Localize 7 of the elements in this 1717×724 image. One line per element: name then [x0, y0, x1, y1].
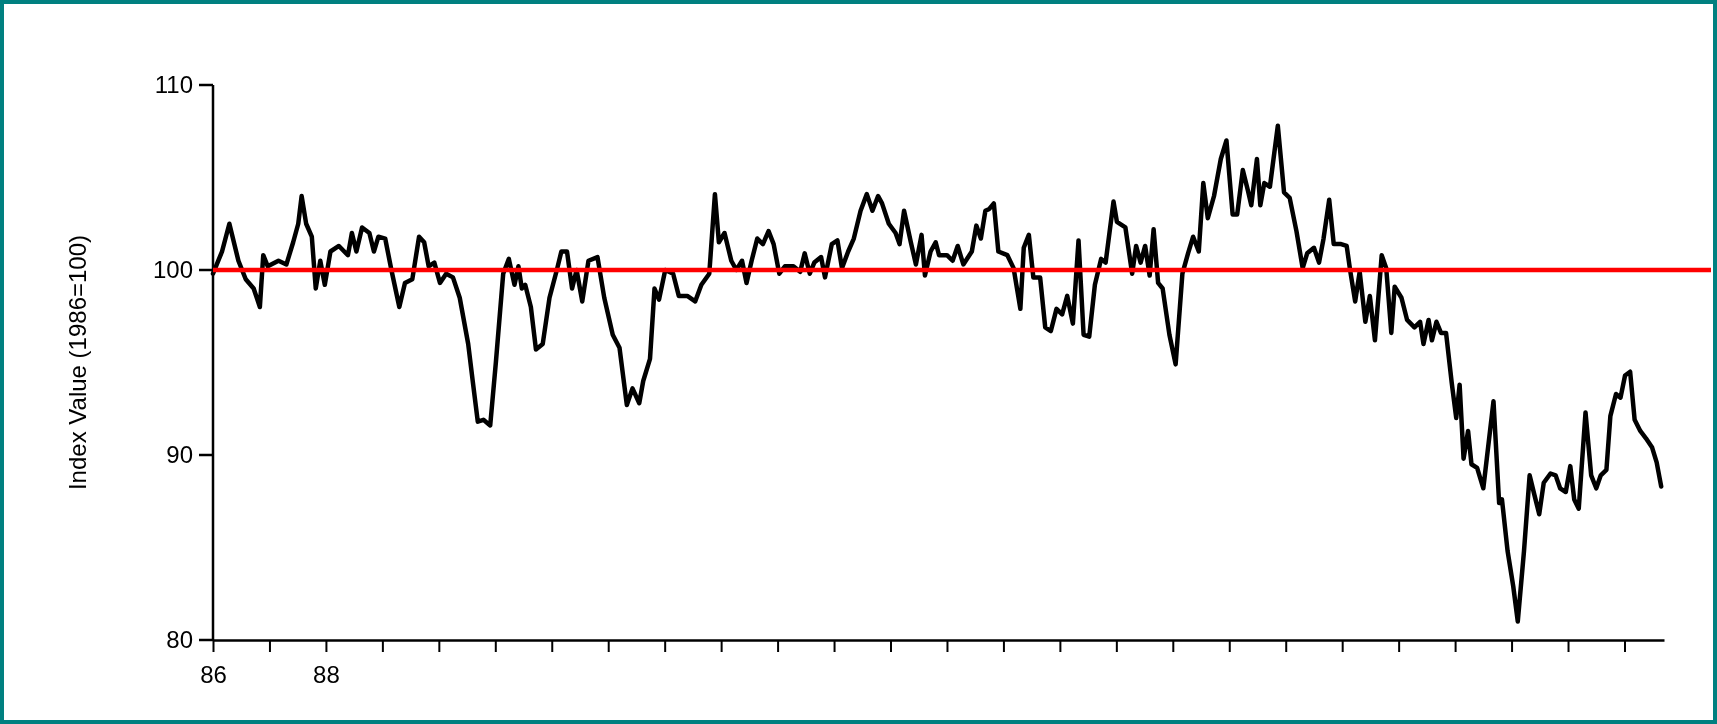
x-tick-label: 86 [200, 661, 227, 689]
y-axis-title: Index Value (1986=100) [64, 234, 91, 491]
y-tick-label: 110 [154, 71, 193, 99]
y-tick-label: 80 [166, 626, 193, 654]
y-tick-label: 100 [152, 256, 193, 284]
x-tick-label: 88 [313, 661, 340, 689]
y-tick-label: 90 [166, 441, 193, 469]
